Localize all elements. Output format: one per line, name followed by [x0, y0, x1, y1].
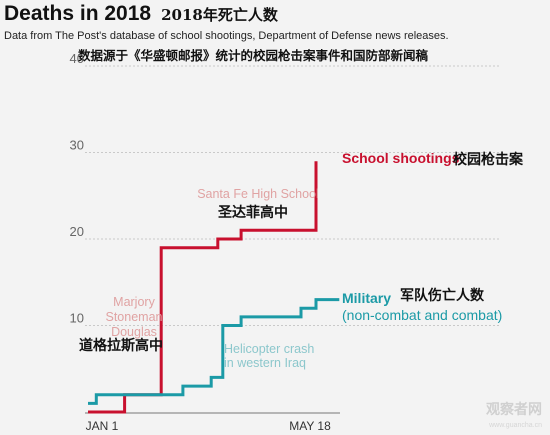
y-tick-label-30: 30 — [70, 138, 84, 153]
annotation-helicopter-crash-0: Helicopter crash — [224, 342, 314, 356]
annotation-santa-fe: Santa Fe High School — [197, 187, 319, 201]
series-label-military: Military — [342, 290, 391, 306]
y-tick-label-20: 20 — [70, 224, 84, 239]
x-tick-label-may-18: MAY 18 — [289, 419, 331, 433]
chart-subtitle-zh: 数据源于《华盛顿邮报》统计的校园枪击案事件和国防部新闻稿 — [78, 48, 429, 63]
y-tick-label-40: 40 — [70, 51, 84, 66]
annotation-helicopter-crash-1: in western Iraq — [224, 356, 306, 370]
annotation-santa-fe-zh: 圣达菲高中 — [217, 204, 288, 221]
chart-subtitle: Data from The Post's database of school … — [4, 30, 449, 42]
series-label-military-zh: 军队伤亡人数 — [400, 287, 485, 304]
y-tick-label-10: 10 — [70, 311, 84, 326]
series-label-school-shootings-zh: 校园枪击案 — [453, 151, 524, 168]
annotation-marjory-stoneman-douglas-2: Douglas — [111, 325, 157, 339]
chart-title-row: Deaths in 2018 2018年死亡人数 — [4, 2, 278, 26]
annotation-marjory-stoneman-douglas-zh: 道格拉斯高中 — [79, 337, 163, 354]
annotation-marjory-stoneman-douglas-1: Stoneman — [106, 310, 163, 324]
x-tick-label-jan-1: JAN 1 — [86, 419, 119, 433]
series-label-school-shootings: School shootings — [342, 150, 460, 166]
series-label-military-sub: (non-combat and combat) — [342, 307, 502, 323]
series-line-military — [88, 298, 340, 405]
chart-title-zh: 2018年死亡人数 — [161, 6, 278, 24]
series-line-school-shootings — [88, 161, 318, 414]
watermark: 观察者网 — [486, 401, 542, 417]
chart-title: Deaths in 2018 — [4, 2, 152, 25]
watermark-url: www.guancha.cn — [489, 422, 542, 429]
annotation-marjory-stoneman-douglas-0: Marjory — [113, 295, 155, 309]
